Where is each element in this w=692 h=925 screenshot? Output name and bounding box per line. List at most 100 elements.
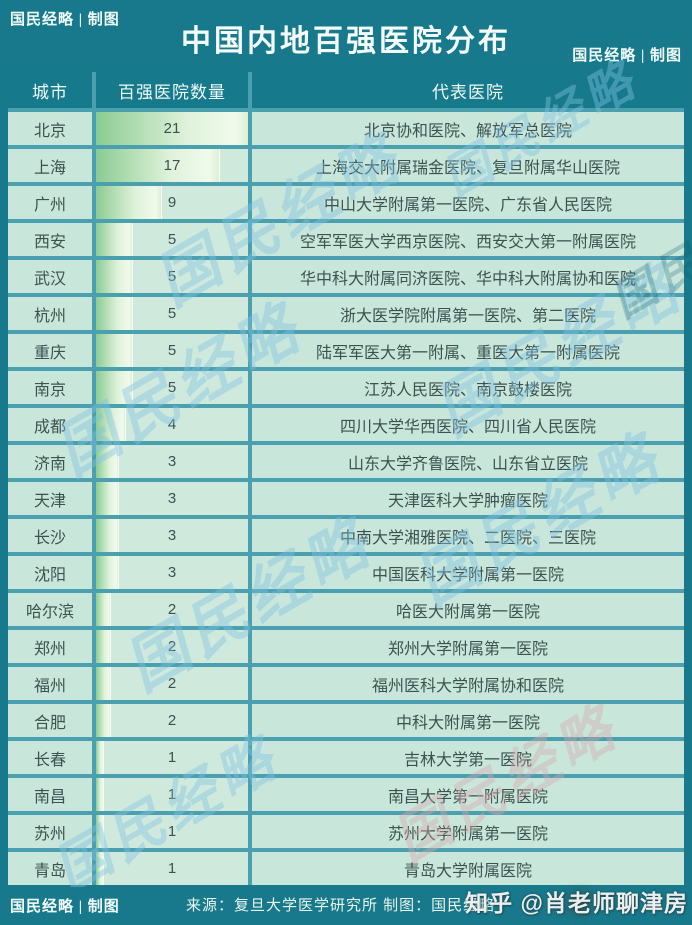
table-row: 天津 3 天津医科大学肿瘤医院	[8, 482, 684, 515]
hospitals-cell: 浙大医学院附属第一医院、第二医院	[252, 297, 684, 330]
count-cell: 17	[96, 149, 248, 182]
hospitals-cell: 青岛大学附属医院	[252, 852, 684, 885]
count-value: 9	[167, 194, 177, 211]
count-bar	[96, 815, 105, 848]
table-row: 长沙 3 中南大学湘雅医院、二医院、三医院	[8, 519, 684, 552]
table-body: 北京 21 北京协和医院、解放军总医院 上海 17 上海交大附属瑞金医院、复旦附…	[8, 112, 684, 885]
count-bar	[96, 371, 134, 404]
table-row: 福州 2 福州医科大学附属协和医院	[8, 667, 684, 700]
table-row: 长春 1 吉林大学第一医院	[8, 741, 684, 774]
count-cell: 21	[96, 112, 248, 145]
count-cell: 3	[96, 556, 248, 589]
source-credit: 来源：复旦大学医学研究所 制图：国民经略	[186, 897, 496, 914]
count-bar	[96, 260, 134, 293]
count-value: 3	[167, 527, 177, 544]
count-cell: 1	[96, 852, 248, 885]
count-bar	[96, 408, 126, 441]
hospitals-cell: 中山大学附属第一医院、广东省人民医院	[252, 186, 684, 219]
city-cell: 南京	[8, 371, 92, 404]
table-row: 苏州 1 苏州大学附属第一医院	[8, 815, 684, 848]
count-value: 3	[167, 564, 177, 581]
count-value: 5	[167, 379, 177, 396]
count-cell: 5	[96, 260, 248, 293]
table-row: 沈阳 3 中国医科大学附属第一医院	[8, 556, 684, 589]
count-cell: 1	[96, 741, 248, 774]
count-value: 17	[163, 157, 181, 174]
count-bar	[96, 519, 119, 552]
table-row: 重庆 5 陆军军医大第一附属、重医大第一附属医院	[8, 334, 684, 367]
count-value: 1	[167, 823, 177, 840]
count-bar	[96, 482, 119, 515]
header: 国民经略 | 制图 中国内地百强医院分布 国民经略 | 制图	[0, 0, 692, 70]
hospitals-cell: 北京协和医院、解放军总医院	[252, 112, 684, 145]
count-value: 2	[167, 712, 177, 729]
table-row: 武汉 5 华中科大附属同济医院、华中科大附属协和医院	[8, 260, 684, 293]
hospitals-cell: 福州医科大学附属协和医院	[252, 667, 684, 700]
column-header-hospitals: 代表医院	[252, 72, 684, 108]
table-header-row: 城市 百强医院数量 代表医院	[8, 72, 684, 108]
count-bar	[96, 667, 112, 700]
count-cell: 2	[96, 593, 248, 626]
city-cell: 郑州	[8, 630, 92, 663]
count-value: 1	[167, 860, 177, 877]
count-bar	[96, 186, 163, 219]
city-cell: 天津	[8, 482, 92, 515]
count-bar	[96, 112, 248, 145]
table-row: 广州 9 中山大学附属第一医院、广东省人民医院	[8, 186, 684, 219]
count-bar	[96, 223, 134, 256]
hospitals-cell: 山东大学齐鲁医院、山东省立医院	[252, 445, 684, 478]
count-cell: 4	[96, 408, 248, 441]
table-row: 南京 5 江苏人民医院、南京鼓楼医院	[8, 371, 684, 404]
hospitals-cell: 四川大学华西医院、四川省人民医院	[252, 408, 684, 441]
hospitals-cell: 中国医科大学附属第一医院	[252, 556, 684, 589]
column-header-count: 百强医院数量	[96, 72, 248, 108]
table-row: 哈尔滨 2 哈医大附属第一医院	[8, 593, 684, 626]
count-cell: 1	[96, 778, 248, 811]
count-cell: 5	[96, 371, 248, 404]
count-value: 2	[167, 638, 177, 655]
hospitals-cell: 中南大学湘雅医院、二医院、三医院	[252, 519, 684, 552]
city-cell: 哈尔滨	[8, 593, 92, 626]
hospitals-cell: 中科大附属第一医院	[252, 704, 684, 737]
table-row: 成都 4 四川大学华西医院、四川省人民医院	[8, 408, 684, 441]
page-title: 中国内地百强医院分布	[181, 25, 511, 58]
count-value: 3	[167, 490, 177, 507]
table-row: 北京 21 北京协和医院、解放军总医院	[8, 112, 684, 145]
hospitals-cell: 吉林大学第一医院	[252, 741, 684, 774]
count-bar	[96, 741, 105, 774]
city-cell: 长沙	[8, 519, 92, 552]
count-cell: 5	[96, 334, 248, 367]
brand-badge-top-left: 国民经略 | 制图	[10, 12, 120, 28]
count-bar	[96, 149, 221, 182]
table-row: 杭州 5 浙大医学院附属第一医院、第二医院	[8, 297, 684, 330]
count-bar	[96, 593, 112, 626]
city-cell: 沈阳	[8, 556, 92, 589]
count-cell: 5	[96, 297, 248, 330]
count-cell: 5	[96, 223, 248, 256]
count-bar	[96, 704, 112, 737]
city-cell: 苏州	[8, 815, 92, 848]
city-cell: 杭州	[8, 297, 92, 330]
city-cell: 福州	[8, 667, 92, 700]
table-row: 青岛 1 青岛大学附属医院	[8, 852, 684, 885]
hospital-table: 城市 百强医院数量 代表医院 北京 21 北京协和医院、解放军总医院 上海 17…	[8, 72, 684, 885]
count-bar	[96, 445, 119, 478]
table-row: 合肥 2 中科大附属第一医院	[8, 704, 684, 737]
city-cell: 南昌	[8, 778, 92, 811]
count-cell: 2	[96, 667, 248, 700]
table-row: 西安 5 空军军医大学西京医院、西安交大第一附属医院	[8, 223, 684, 256]
hospitals-cell: 哈医大附属第一医院	[252, 593, 684, 626]
count-bar	[96, 630, 112, 663]
count-cell: 3	[96, 482, 248, 515]
count-value: 21	[163, 120, 181, 137]
count-value: 4	[167, 416, 177, 433]
table-row: 上海 17 上海交大附属瑞金医院、复旦附属华山医院	[8, 149, 684, 182]
table-row: 南昌 1 南昌大学第一附属医院	[8, 778, 684, 811]
column-header-city: 城市	[8, 72, 92, 108]
hospitals-cell: 江苏人民医院、南京鼓楼医院	[252, 371, 684, 404]
count-value: 5	[167, 231, 177, 248]
count-cell: 1	[96, 815, 248, 848]
count-value: 5	[167, 305, 177, 322]
table-row: 济南 3 山东大学齐鲁医院、山东省立医院	[8, 445, 684, 478]
